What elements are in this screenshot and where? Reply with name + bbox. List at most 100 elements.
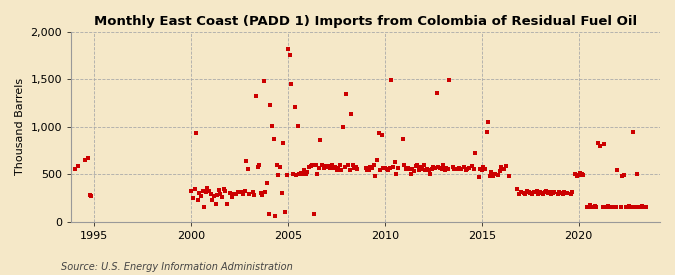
Point bbox=[399, 163, 410, 167]
Point bbox=[499, 166, 510, 171]
Point bbox=[428, 164, 439, 169]
Point bbox=[493, 173, 504, 177]
Point bbox=[247, 190, 258, 194]
Point bbox=[192, 198, 203, 202]
Point bbox=[452, 166, 463, 171]
Point bbox=[393, 166, 404, 170]
Point bbox=[294, 172, 305, 177]
Point bbox=[444, 78, 455, 82]
Point bbox=[525, 191, 536, 196]
Point bbox=[626, 205, 637, 210]
Point bbox=[275, 164, 286, 169]
Point bbox=[477, 168, 487, 173]
Point bbox=[436, 166, 447, 171]
Point bbox=[485, 174, 495, 178]
Point bbox=[291, 173, 302, 177]
Point bbox=[625, 204, 636, 209]
Point bbox=[296, 171, 306, 175]
Point bbox=[562, 191, 573, 196]
Point bbox=[267, 124, 277, 128]
Point bbox=[308, 212, 319, 216]
Point bbox=[456, 166, 466, 171]
Point bbox=[207, 198, 217, 202]
Point bbox=[470, 151, 481, 156]
Point bbox=[233, 190, 244, 194]
Point bbox=[249, 193, 260, 197]
Point bbox=[628, 129, 639, 134]
Point bbox=[389, 160, 400, 164]
Point bbox=[239, 189, 250, 194]
Point bbox=[300, 172, 311, 177]
Point bbox=[567, 190, 578, 194]
Point bbox=[328, 166, 339, 170]
Point bbox=[639, 205, 650, 210]
Point bbox=[333, 166, 344, 170]
Point bbox=[70, 166, 80, 171]
Point bbox=[593, 141, 603, 145]
Point bbox=[576, 172, 587, 177]
Point bbox=[325, 166, 335, 170]
Point bbox=[213, 188, 224, 192]
Point bbox=[504, 174, 515, 178]
Point bbox=[349, 166, 360, 170]
Point bbox=[241, 159, 252, 163]
Text: Source: U.S. Energy Information Administration: Source: U.S. Energy Information Administ… bbox=[61, 262, 292, 272]
Point bbox=[218, 186, 229, 191]
Point bbox=[259, 79, 269, 84]
Point bbox=[407, 166, 418, 171]
Point bbox=[585, 202, 595, 207]
Point bbox=[73, 164, 84, 168]
Point bbox=[217, 195, 227, 199]
Point bbox=[197, 189, 208, 194]
Point bbox=[420, 167, 431, 172]
Point bbox=[302, 170, 313, 175]
Point bbox=[523, 190, 534, 194]
Point bbox=[387, 164, 398, 169]
Point bbox=[586, 204, 597, 209]
Point bbox=[599, 142, 610, 146]
Title: Monthly East Coast (PADD 1) Imports from Colombia of Residual Fuel Oil: Monthly East Coast (PADD 1) Imports from… bbox=[94, 15, 637, 28]
Point bbox=[286, 82, 297, 86]
Point bbox=[379, 166, 390, 170]
Point bbox=[284, 53, 295, 57]
Point bbox=[547, 191, 558, 196]
Point bbox=[543, 191, 554, 196]
Point bbox=[617, 174, 628, 178]
Point bbox=[315, 138, 326, 142]
Point bbox=[449, 166, 460, 171]
Point bbox=[556, 191, 566, 196]
Point bbox=[391, 172, 402, 177]
Point bbox=[265, 103, 275, 107]
Point bbox=[416, 166, 427, 171]
Point bbox=[570, 172, 580, 177]
Point bbox=[480, 166, 491, 171]
Point bbox=[638, 204, 649, 209]
Point bbox=[342, 163, 353, 167]
Point bbox=[427, 166, 437, 171]
Point bbox=[283, 47, 294, 51]
Point bbox=[620, 205, 631, 210]
Point bbox=[86, 194, 97, 198]
Point bbox=[541, 189, 551, 194]
Point bbox=[589, 204, 600, 208]
Point bbox=[494, 169, 505, 174]
Point bbox=[454, 166, 464, 170]
Point bbox=[415, 164, 426, 169]
Point bbox=[307, 163, 318, 167]
Point bbox=[423, 168, 434, 173]
Point bbox=[244, 192, 254, 196]
Point bbox=[634, 205, 645, 210]
Point bbox=[209, 194, 219, 198]
Point bbox=[526, 192, 537, 196]
Point bbox=[528, 190, 539, 194]
Point bbox=[304, 164, 315, 169]
Point bbox=[544, 190, 555, 194]
Point bbox=[321, 164, 332, 169]
Point bbox=[202, 185, 213, 190]
Point bbox=[226, 195, 237, 199]
Point bbox=[338, 125, 348, 129]
Point bbox=[369, 163, 379, 167]
Point bbox=[435, 166, 446, 170]
Point bbox=[581, 205, 592, 210]
Point bbox=[572, 174, 583, 178]
